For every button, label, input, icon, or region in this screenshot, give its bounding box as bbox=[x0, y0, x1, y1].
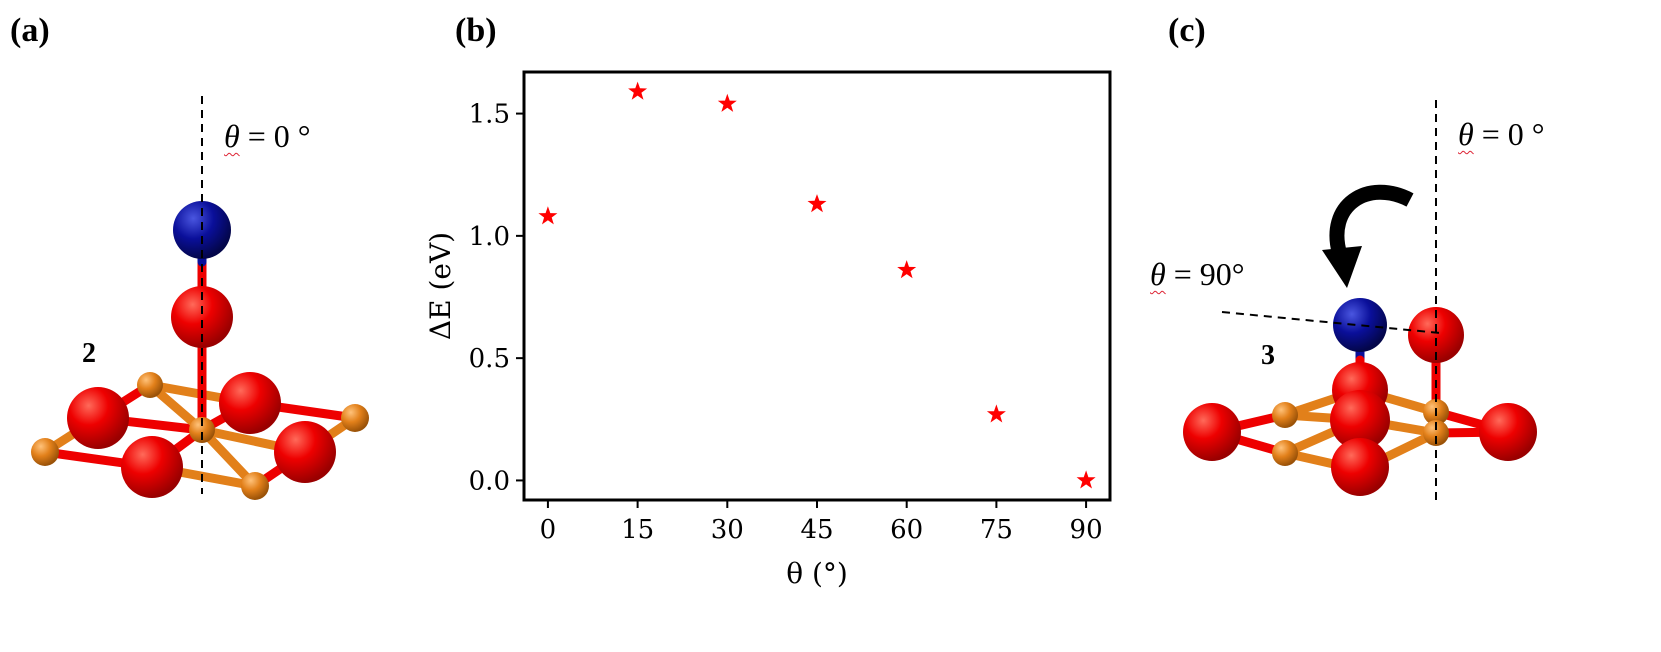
structure-number-c: 3 bbox=[1261, 340, 1275, 371]
y-tick-label: 0.5 bbox=[469, 344, 510, 374]
theta-annotation-a: θ = 0 ° bbox=[224, 118, 311, 155]
rotation-arrowhead-icon bbox=[1322, 246, 1362, 288]
data-point-star bbox=[1076, 470, 1096, 489]
panel-label-a: (a) bbox=[10, 12, 50, 49]
x-tick-label: 75 bbox=[980, 515, 1013, 545]
structure-c bbox=[1183, 100, 1537, 500]
theta-symbol: θ bbox=[224, 118, 240, 154]
reference-axis-c-tilted bbox=[1221, 311, 1441, 334]
data-point-star bbox=[897, 260, 917, 279]
theta-value-a: = 0 ° bbox=[239, 118, 311, 154]
theta-value-c-top: = 0 ° bbox=[1473, 116, 1545, 152]
x-axis-label: θ (°) bbox=[786, 557, 848, 590]
x-tick-label: 0 bbox=[540, 515, 557, 545]
theta-annotation-c-top: θ = 0 ° bbox=[1458, 116, 1545, 153]
data-point-star bbox=[986, 404, 1006, 423]
structure-number-a: 2 bbox=[82, 338, 96, 369]
y-tick-label: 1.5 bbox=[469, 100, 510, 130]
x-tick-label: 90 bbox=[1070, 515, 1103, 545]
data-point-star bbox=[538, 206, 558, 225]
theta-symbol: θ bbox=[1150, 256, 1166, 292]
structure-a bbox=[31, 96, 369, 500]
theta-value-c-rotated: = 90° bbox=[1165, 256, 1245, 292]
y-tick-label: 1.0 bbox=[469, 222, 510, 252]
panel-label-b: (b) bbox=[455, 12, 497, 49]
data-point-star bbox=[807, 194, 827, 213]
panel-label-c: (c) bbox=[1168, 12, 1206, 49]
y-axis-label: ΔE (eV) bbox=[424, 232, 457, 340]
theta-symbol: θ bbox=[1458, 116, 1474, 152]
theta-annotation-c-rotated: θ = 90° bbox=[1150, 256, 1245, 293]
x-tick-label: 60 bbox=[890, 515, 923, 545]
x-tick-label: 15 bbox=[621, 515, 654, 545]
data-point-star bbox=[717, 93, 737, 112]
plot-frame bbox=[522, 70, 1112, 502]
data-point-star bbox=[628, 81, 648, 100]
y-tick-label: 0.0 bbox=[469, 466, 510, 496]
x-tick-label: 45 bbox=[800, 515, 833, 545]
x-tick-label: 30 bbox=[711, 515, 744, 545]
rotation-arrow-icon bbox=[1329, 184, 1414, 258]
